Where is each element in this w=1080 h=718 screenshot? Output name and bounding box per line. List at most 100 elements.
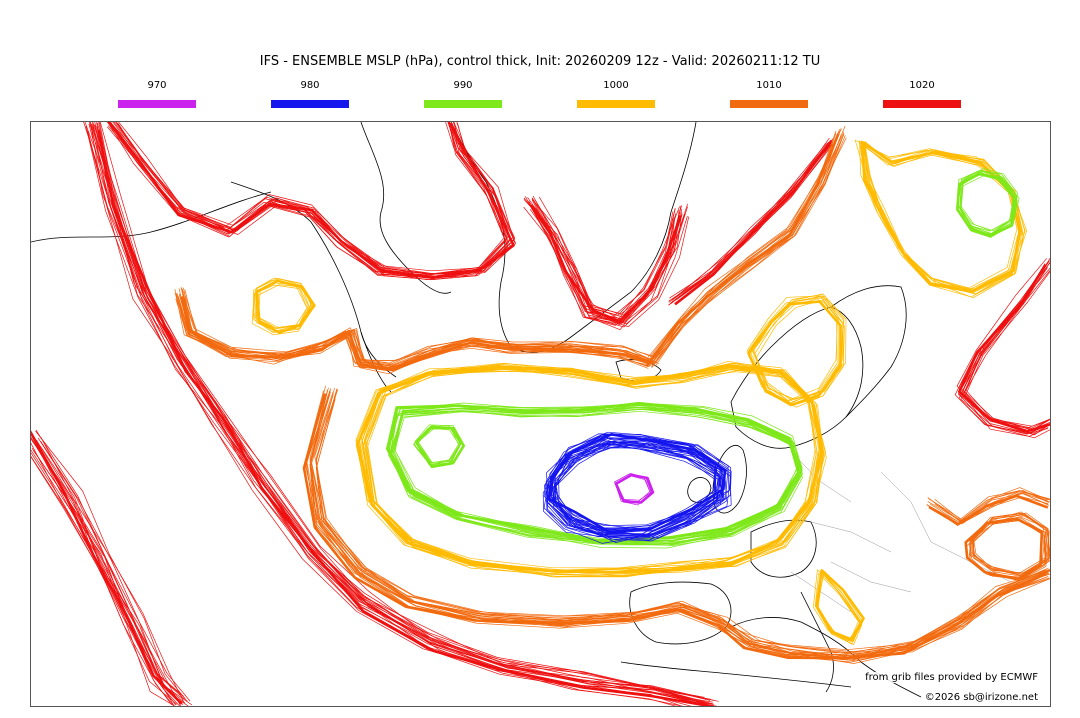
isobar-1000-atlantic (364, 366, 824, 577)
isobar-1020-arctic-east (674, 140, 833, 306)
isobar-1010-east-europe (934, 490, 1050, 522)
isobar-990-arctic (959, 169, 1018, 232)
isobar-1010-atlantic-ring (315, 389, 1050, 658)
isobar-1020-greenland (529, 209, 675, 325)
isobar-1020-arctic (113, 122, 514, 275)
isobar-990-arctic (960, 168, 1019, 232)
isobar-1010-canada (180, 296, 655, 372)
isobar-990-arctic (960, 171, 1017, 234)
isobar-1000-italy (814, 572, 859, 642)
isobar-1010-east-europe (934, 491, 1050, 523)
isobar-1020-greenland (532, 195, 682, 316)
isobar-1010-east-europe (929, 493, 1050, 525)
legend-entry-970: 970 (118, 78, 196, 108)
legend-swatch (883, 100, 961, 108)
isobar-990-west-center (415, 424, 462, 464)
isobar-1000-arctic (863, 145, 1024, 298)
isobar-1010-atlantic-ring (305, 394, 1049, 661)
isobar-1000-scandinavia (754, 297, 844, 405)
isobar-1010-atlantic-ring (309, 397, 1050, 663)
isobar-980-low (553, 443, 732, 543)
isobar-1000-atlantic (360, 368, 823, 572)
north-africa-coastline (620, 661, 852, 688)
legend-label: 1010 (756, 80, 782, 91)
iberia-coastline (629, 581, 732, 645)
isobar-1020-atlantic-west (37, 437, 181, 706)
isobar-1020-greenland (534, 207, 681, 328)
isobar-1020-arctic (108, 123, 508, 280)
legend-label: 970 (147, 80, 167, 91)
isobar-980-low (551, 433, 722, 532)
isobar-1020-arctic (117, 123, 517, 281)
isobar-1010-north-europe (656, 134, 845, 361)
isobar-970-core (614, 473, 655, 504)
isobar-1000-canada-small (255, 280, 311, 332)
isobar-1010-atlantic-ring (305, 385, 1050, 653)
isobar-contours (31, 122, 1050, 706)
isobar-1020-atlantic-west (35, 430, 188, 702)
labrador-coastline (360, 331, 397, 378)
isobar-1010-north-europe (647, 129, 841, 363)
isobar-1020-arctic (118, 122, 515, 275)
isobar-1010-atlantic-ring (310, 394, 1050, 662)
isobar-1010-east-blob (968, 517, 1048, 578)
isobar-1020-arctic-east (671, 137, 830, 301)
isobar-980-low (553, 444, 724, 536)
isobar-990-atlantic (393, 404, 803, 543)
isobar-1020-atlantic-west (31, 455, 172, 705)
isobar-map (31, 122, 1050, 706)
isobar-1020-atlantic-west (35, 429, 191, 702)
arctic-canada-coastline (360, 122, 452, 294)
isobar-1010-east-blob (968, 517, 1046, 579)
isobar-1010-atlantic-ring (316, 395, 1050, 664)
isobar-1010-canada (180, 286, 657, 361)
isobar-1020-atlantic-south (97, 122, 716, 706)
isobar-990-atlantic (388, 406, 799, 545)
legend-swatch (118, 100, 196, 108)
isobar-1020-russia (962, 260, 1050, 429)
isobar-1000-atlantic (356, 364, 817, 575)
legend-label: 1000 (603, 80, 629, 91)
legend-swatch (730, 100, 808, 108)
isobar-1010-north-europe (651, 136, 844, 368)
isobar-1000-italy (817, 572, 862, 642)
isobar-1010-east-europe (928, 492, 1049, 523)
isobar-1020-atlantic-south (84, 122, 709, 704)
isobar-1000-scandinavia (749, 300, 844, 407)
legend-label: 990 (453, 80, 473, 91)
isobar-1010-east-europe (926, 495, 1049, 526)
isobar-1000-italy (812, 569, 860, 643)
chart-title: IFS - ENSEMBLE MSLP (hPa), control thick… (259, 54, 821, 69)
isobar-1000-atlantic (364, 368, 823, 577)
greenland-coastline (450, 122, 697, 353)
isobar-980-low (551, 440, 723, 538)
isobar-1010-canada (176, 293, 652, 369)
isobar-990-atlantic (388, 402, 798, 540)
pressure-legend: 970 980 990 1000 1010 1020 (0, 78, 1080, 114)
isobar-1010-canada (182, 291, 653, 370)
legend-swatch (577, 100, 655, 108)
isobar-1000-atlantic (362, 367, 824, 578)
isobar-1020-atlantic-west (40, 436, 185, 704)
isobar-1020-arctic-east (673, 144, 831, 302)
legend-swatch (424, 100, 502, 108)
legend-entry-1020: 1020 (883, 78, 961, 108)
isobar-1010-east-blob (971, 514, 1050, 577)
isobar-1020-atlantic-south (87, 130, 692, 706)
isobar-1000-atlantic (363, 366, 825, 573)
isobar-1020-greenland (524, 196, 676, 318)
isobar-1020-atlantic-west (31, 449, 177, 706)
isobar-980-low (545, 445, 719, 544)
isobar-1000-italy (816, 570, 861, 642)
legend-entry-1010: 1010 (730, 78, 808, 108)
isobar-1020-russia (958, 262, 1050, 431)
isobar-1020-arctic-east (668, 141, 829, 306)
great-britain-coastline (712, 445, 747, 514)
isobar-1020-russia (956, 258, 1049, 429)
isobar-1000-arctic (861, 140, 1020, 291)
isobar-1020-greenland (527, 197, 683, 319)
isobar-1010-east-blob (969, 512, 1047, 576)
isobar-1020-arctic (112, 122, 511, 275)
isobar-1020-arctic-east (676, 140, 837, 301)
isobar-1020-atlantic-south (92, 122, 713, 705)
